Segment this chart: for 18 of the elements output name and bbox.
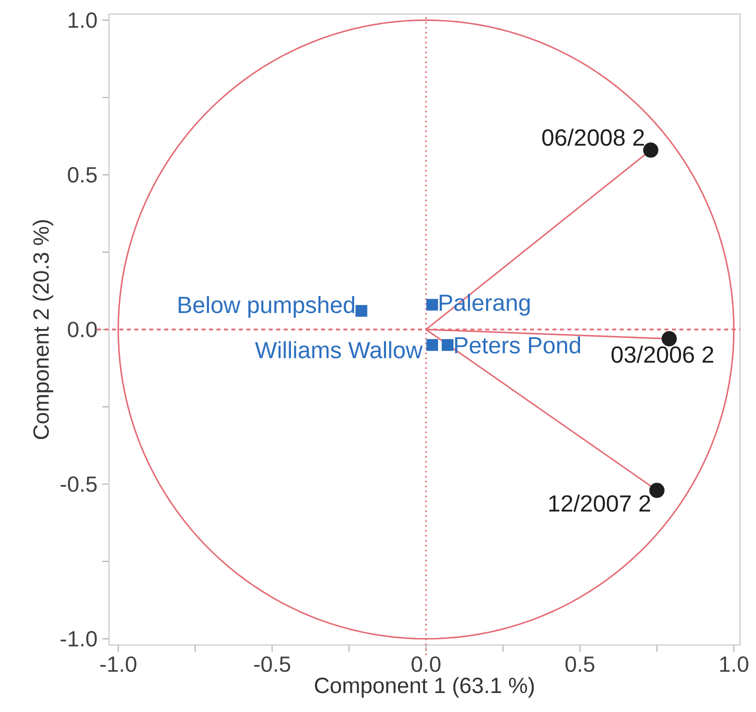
series-label: 06/2008 2 [542, 128, 644, 146]
y-tick-label: 0.0 [68, 322, 97, 338]
x-tick-label: 0.0 [412, 656, 440, 672]
x-tick-label: 1.0 [720, 656, 748, 672]
series-label: 12/2007 2 [549, 494, 650, 512]
series-label: Williams Wallow [255, 341, 423, 358]
x-axis-title: Component 1 (63.1 %) [314, 677, 534, 698]
y-axis-title: Component 2 (20.3 %) [32, 220, 54, 440]
series-label: Below pumpshed [178, 296, 354, 318]
y-tick-label: -0.5 [60, 476, 97, 492]
y-tick-label: 0.5 [68, 167, 97, 183]
y-tick-label: -1.0 [60, 631, 97, 647]
y-tick-label: 1.0 [68, 12, 97, 28]
x-tick-label: 0.5 [566, 656, 594, 672]
series-label: Peters Pond [455, 336, 580, 354]
x-tick-label: -1.0 [100, 656, 136, 672]
x-tick-label: -0.5 [254, 656, 290, 672]
series-label: 03/2006 2 [612, 346, 714, 363]
